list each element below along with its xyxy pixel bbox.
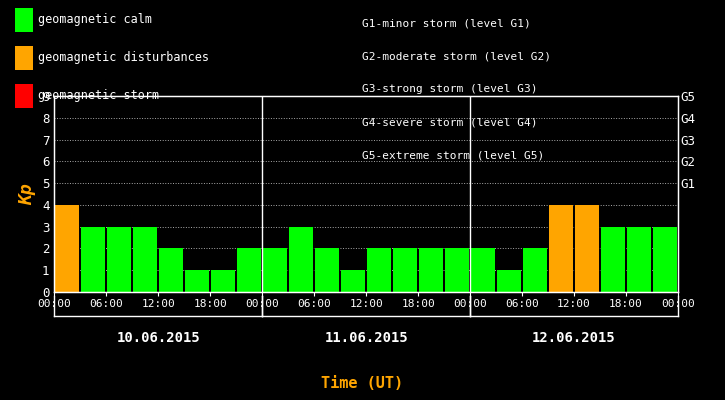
Text: 10.06.2015: 10.06.2015 — [117, 331, 200, 345]
Bar — [81, 227, 105, 292]
Bar — [186, 270, 210, 292]
Bar — [497, 270, 521, 292]
Bar — [341, 270, 365, 292]
Text: geomagnetic storm: geomagnetic storm — [38, 90, 160, 102]
Text: G4-severe storm (level G4): G4-severe storm (level G4) — [362, 118, 538, 128]
Bar — [237, 248, 261, 292]
Text: G2-moderate storm (level G2): G2-moderate storm (level G2) — [362, 51, 552, 61]
Bar — [549, 205, 573, 292]
Bar — [133, 227, 157, 292]
Bar — [211, 270, 235, 292]
Text: G3-strong storm (level G3): G3-strong storm (level G3) — [362, 84, 538, 94]
Bar — [523, 248, 547, 292]
Bar — [107, 227, 131, 292]
Text: 11.06.2015: 11.06.2015 — [324, 331, 408, 345]
Text: geomagnetic disturbances: geomagnetic disturbances — [38, 52, 210, 64]
Y-axis label: Kp: Kp — [18, 183, 36, 205]
Bar — [315, 248, 339, 292]
Text: geomagnetic calm: geomagnetic calm — [38, 14, 152, 26]
Bar — [419, 248, 443, 292]
Text: Time (UT): Time (UT) — [321, 376, 404, 392]
Text: 12.06.2015: 12.06.2015 — [532, 331, 616, 345]
Bar — [445, 248, 469, 292]
Text: G1-minor storm (level G1): G1-minor storm (level G1) — [362, 18, 531, 28]
Bar — [627, 227, 651, 292]
Bar — [160, 248, 183, 292]
Bar — [367, 248, 391, 292]
Bar — [289, 227, 313, 292]
Bar — [393, 248, 417, 292]
Text: G5-extreme storm (level G5): G5-extreme storm (level G5) — [362, 151, 544, 161]
Bar — [55, 205, 79, 292]
Bar — [575, 205, 599, 292]
Bar — [471, 248, 495, 292]
Bar — [653, 227, 677, 292]
Bar — [601, 227, 625, 292]
Bar — [263, 248, 287, 292]
